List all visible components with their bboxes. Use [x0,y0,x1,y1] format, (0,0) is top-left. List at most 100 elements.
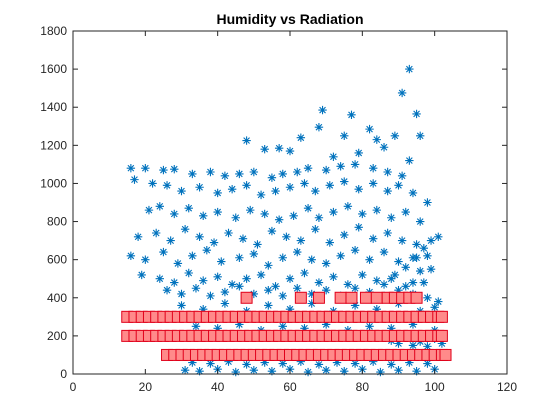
scatter-point-asterisk [325,181,334,190]
scatter-point-asterisk [209,238,219,247]
y-tick-label: 0 [60,367,67,381]
scatter-point-square [312,291,325,304]
scatter-point-asterisk [170,164,179,174]
scatter-point-asterisk [303,164,313,173]
scatter-point-asterisk [260,144,269,154]
scatter-point-asterisk [177,186,186,196]
y-tick-label: 200 [47,329,67,343]
scatter-point-asterisk [285,183,295,192]
scatter-point-asterisk [227,184,237,194]
scatter-point-asterisk [141,164,150,173]
scatter-point-asterisk [394,339,403,348]
scatter-point-asterisk [412,366,421,376]
scatter-point-asterisk [278,291,287,301]
scatter-point-asterisk [397,88,407,98]
scatter-point-asterisk [423,359,432,368]
scatter-point-asterisk [224,357,233,366]
scatter-point-asterisk [405,358,414,367]
scatter-point-asterisk [199,211,208,221]
x-tick-label: 0 [70,380,77,394]
scatter-point-asterisk [235,320,244,329]
scatter-point-asterisk [137,270,146,280]
scatter-point-asterisk [199,305,208,314]
scatter-point-asterisk [350,160,360,169]
scatter-point-asterisk [159,247,168,257]
scatter-point-asterisk [307,299,316,308]
scatter-point-square [334,291,347,304]
scatter-point-asterisk [321,365,331,375]
scatter-point-square [240,291,253,304]
scatter-point-asterisk [368,179,378,188]
scatter-point-asterisk [206,167,215,177]
scatter-point-asterisk [220,299,230,308]
scatter-point-asterisk [372,305,381,314]
scatter-point-asterisk [220,171,230,181]
scatter-point-square [359,291,372,304]
scatter-point-asterisk [329,152,338,161]
scatter-point-asterisk [311,186,320,196]
scatter-point-square [370,291,383,304]
scatter-point-asterisk [184,204,193,213]
scatter-point-asterisk [329,207,338,217]
scatter-point-asterisk [372,276,381,285]
scatter-point-asterisk [278,359,287,368]
scatter-point-asterisk [419,278,429,287]
scatter-point-asterisk [271,186,280,196]
scatter-point-asterisk [151,228,161,238]
scatter-point-asterisk [365,124,374,134]
scatter-point-asterisk [416,131,425,141]
scatter-point-asterisk [300,268,309,278]
scatter-point-asterisk [242,181,251,190]
x-tick-label: 80 [356,380,370,394]
scatter-point-asterisk [191,322,201,331]
scatter-point-square [294,291,307,304]
x-tick-label: 120 [497,380,517,394]
scatter-point-asterisk [314,360,324,369]
scatter-point-asterisk [311,224,320,234]
scatter-point-asterisk [231,367,240,377]
scatter-point-asterisk [325,238,334,247]
scatter-point-asterisk [394,257,403,266]
scatter-point-asterisk [426,236,436,245]
scatter-point-asterisk [148,179,157,188]
scatter-point-asterisk [162,181,172,190]
scatter-point-asterisk [242,274,251,283]
scatter-point-asterisk [423,198,432,207]
scatter-point-asterisk [267,366,277,376]
scatter-point-asterisk [405,64,414,74]
scatter-point-asterisk [231,213,240,222]
scatter-point-asterisk [296,357,306,366]
scatter-point-asterisk [260,358,269,367]
scatter-point-asterisk [405,156,414,165]
scatter-point-asterisk [170,278,179,287]
scatter-point-asterisk [412,253,421,262]
scatter-point-asterisk [195,232,204,241]
y-tick-label: 1600 [40,62,67,76]
scatter-point-asterisk [332,358,342,367]
scatter-point-asterisk [235,282,244,291]
scatter-point-asterisk [387,274,396,283]
scatter-point-asterisk [340,230,349,240]
scatter-point-asterisk [173,259,183,268]
scatter-point-asterisk [206,291,215,301]
scatter-point-asterisk [191,284,201,293]
scatter-point-asterisk [285,305,295,314]
scatter-point-asterisk [390,270,400,280]
scatter-point-asterisk [195,366,204,376]
scatter-point-asterisk [383,228,392,238]
scatter-point-asterisk [141,255,150,264]
scatter-point-asterisk [213,272,222,282]
scatter-point-asterisk [293,247,302,257]
scatter-point-asterisk [383,186,392,196]
scatter-point-asterisk [358,209,367,219]
scatter-point-asterisk [177,289,186,299]
scatter-point-asterisk [419,244,429,253]
scatter-point-asterisk [365,255,374,264]
scatter-point-asterisk [249,365,259,375]
scatter-point-asterisk [354,184,363,194]
scatter-point-asterisk [423,293,432,302]
scatter-point-asterisk [242,136,251,145]
scatter-point-asterisk [278,322,287,331]
scatter-point-asterisk [256,190,266,200]
scatter-point-asterisk [126,251,136,261]
